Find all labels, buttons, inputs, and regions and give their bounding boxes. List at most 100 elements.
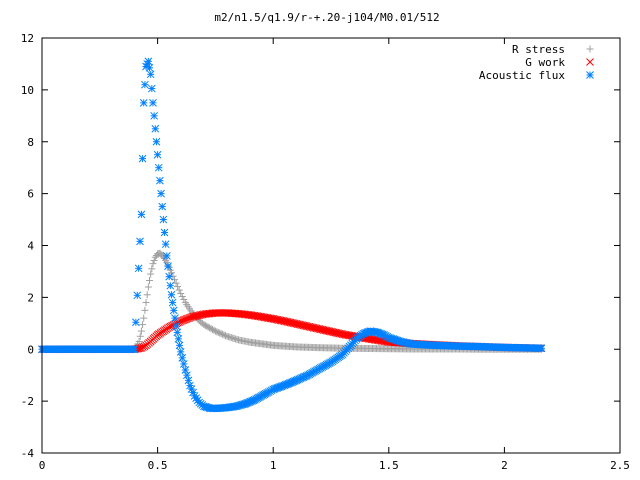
data-point <box>146 70 155 79</box>
data-point <box>204 323 212 331</box>
data-point <box>146 277 154 285</box>
data-point <box>137 210 146 219</box>
data-point <box>145 63 154 72</box>
y-tick-label: 12 <box>21 32 34 45</box>
data-point <box>180 296 188 304</box>
data-point <box>206 324 214 332</box>
data-point <box>178 354 187 362</box>
data-point <box>147 270 155 278</box>
y-tick-label: 10 <box>21 84 34 97</box>
y-tick-label: -2 <box>21 395 34 408</box>
series-r-stress <box>38 249 545 353</box>
data-point <box>171 314 179 322</box>
legend-item-acoustic-flux: Acoustic flux <box>479 69 594 82</box>
axis-ticks <box>41 37 621 454</box>
data-point <box>211 327 219 335</box>
data-point <box>222 332 230 340</box>
data-point <box>151 124 160 133</box>
y-tick-label: 6 <box>27 188 34 201</box>
data-point <box>174 283 182 291</box>
data-point <box>168 298 177 307</box>
data-point <box>148 265 156 273</box>
data-point <box>139 98 148 107</box>
data-point <box>220 331 228 339</box>
data-point <box>184 376 193 385</box>
data-point <box>175 341 184 350</box>
data-point <box>172 279 180 287</box>
legend-item-g-work: G work <box>525 56 594 69</box>
legend-label: G work <box>525 56 565 69</box>
legend-item-r-stress: R stress <box>512 43 594 56</box>
legend-label: Acoustic flux <box>479 69 565 82</box>
data-point <box>159 215 168 224</box>
data-point <box>153 150 162 159</box>
data-point <box>156 176 164 185</box>
data-point <box>134 264 143 273</box>
data-point <box>144 283 152 291</box>
data-point <box>154 163 163 172</box>
data-point <box>144 57 153 66</box>
data-point <box>181 366 190 374</box>
data-point <box>152 137 161 146</box>
y-tick-label: 4 <box>27 240 34 253</box>
data-point <box>149 260 157 268</box>
x-tick-label: 0 <box>39 459 46 472</box>
data-point <box>132 318 140 327</box>
plot-frame <box>41 37 621 454</box>
data-point <box>147 84 156 93</box>
data-point <box>175 286 183 294</box>
data-point <box>166 281 175 290</box>
x-tick-label: 0.5 <box>148 459 168 472</box>
data-point <box>216 329 224 337</box>
data-point <box>213 328 221 336</box>
data-point <box>143 291 151 299</box>
data-point <box>214 328 222 336</box>
data-point <box>130 345 139 354</box>
x-tick-label: 2 <box>501 459 508 472</box>
data-point <box>173 328 182 337</box>
data-point <box>177 289 185 297</box>
series-acoustic-flux <box>38 57 546 413</box>
data-point <box>150 111 158 120</box>
y-tick-label: -4 <box>21 447 35 460</box>
data-point <box>135 337 143 345</box>
data-point <box>172 322 180 330</box>
data-point <box>167 290 176 299</box>
data-point <box>136 332 144 340</box>
data-point <box>183 371 191 380</box>
data-point <box>138 154 147 163</box>
data-point <box>141 80 149 89</box>
data-point <box>209 325 217 333</box>
data-point <box>136 237 144 246</box>
data-point <box>174 335 183 343</box>
data-point <box>149 98 157 107</box>
legend-marker-icon <box>586 45 594 53</box>
data-point <box>217 330 225 338</box>
data-point <box>140 314 148 322</box>
data-point <box>161 240 170 249</box>
data-point <box>165 272 174 281</box>
data-point <box>203 322 211 330</box>
data-point <box>210 326 218 334</box>
x-tick-label: 2.5 <box>610 459 630 472</box>
data-point <box>133 291 142 300</box>
x-tick-label: 1.5 <box>379 459 399 472</box>
axis-tick-labels: 0 0.5 1 1.5 2 2.5 -4 -2 0 2 4 6 8 10 12 <box>21 32 630 472</box>
chart-title: m2/n1.5/q1.9/r-+.20-j104/M0.01/512 <box>214 11 439 24</box>
data-point <box>160 228 169 237</box>
data-point <box>200 321 208 329</box>
data-point <box>164 262 172 271</box>
data-point <box>178 293 186 301</box>
data-point <box>158 202 167 211</box>
x-tick-label: 1 <box>270 459 277 472</box>
data-point <box>137 327 145 335</box>
data-point <box>141 306 149 314</box>
y-tick-label: 0 <box>27 343 34 356</box>
data-point <box>150 256 158 264</box>
data-point <box>537 344 546 353</box>
plot-area <box>38 57 546 413</box>
data-point <box>201 321 209 329</box>
legend-marker-icon <box>586 71 594 79</box>
